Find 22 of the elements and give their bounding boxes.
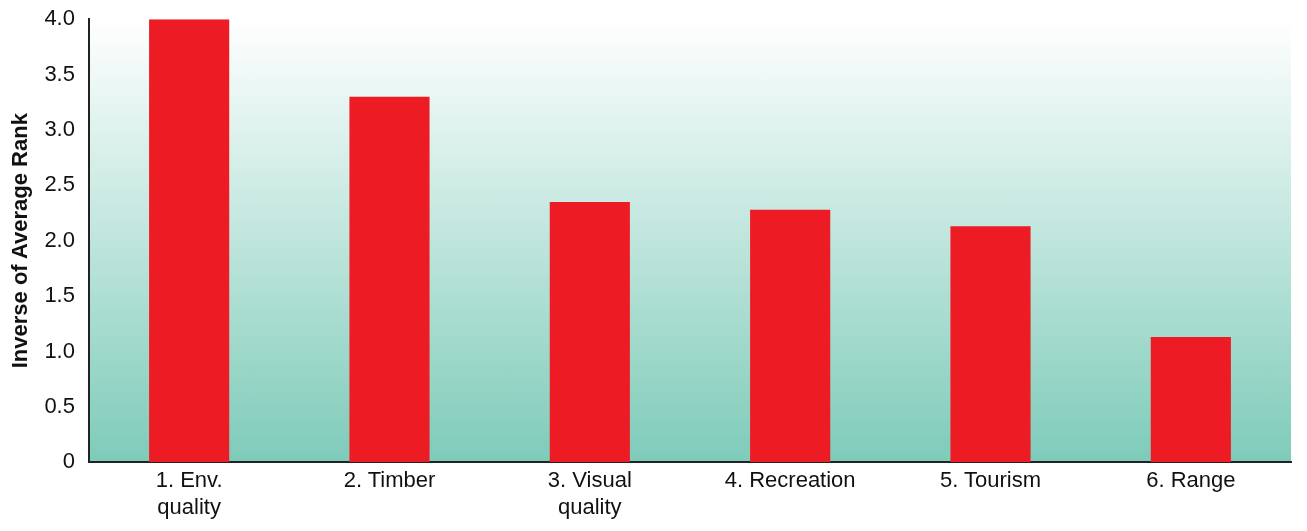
x-tick-label: 3. Visual quality — [547, 467, 632, 519]
x-tick-label: 2. Timber — [343, 467, 436, 493]
bar — [149, 19, 230, 463]
bar — [750, 209, 831, 463]
bar — [549, 201, 630, 463]
x-tick-label: 4. Recreation — [724, 467, 856, 493]
x-tick-label: 1. Env. quality — [155, 467, 223, 519]
y-tick-label: 1.5 — [44, 282, 75, 308]
y-axis-title: Inverse of Average Rank — [7, 112, 33, 369]
y-tick-label: 4.0 — [44, 5, 75, 31]
bar — [349, 96, 430, 463]
y-tick-label: 2.0 — [44, 226, 75, 252]
x-tick-label: 6. Range — [1146, 467, 1236, 493]
y-tick-label: 1.0 — [44, 337, 75, 363]
bar — [950, 226, 1031, 463]
y-tick-label: 0.5 — [44, 392, 75, 418]
y-tick-label: 0 — [62, 448, 75, 474]
x-tick-label: 5. Tourism — [939, 467, 1042, 493]
y-tick-label: 3.5 — [44, 60, 75, 86]
bar — [1150, 337, 1231, 463]
y-tick-label: 3.0 — [44, 116, 75, 142]
y-tick-label: 2.5 — [44, 171, 75, 197]
